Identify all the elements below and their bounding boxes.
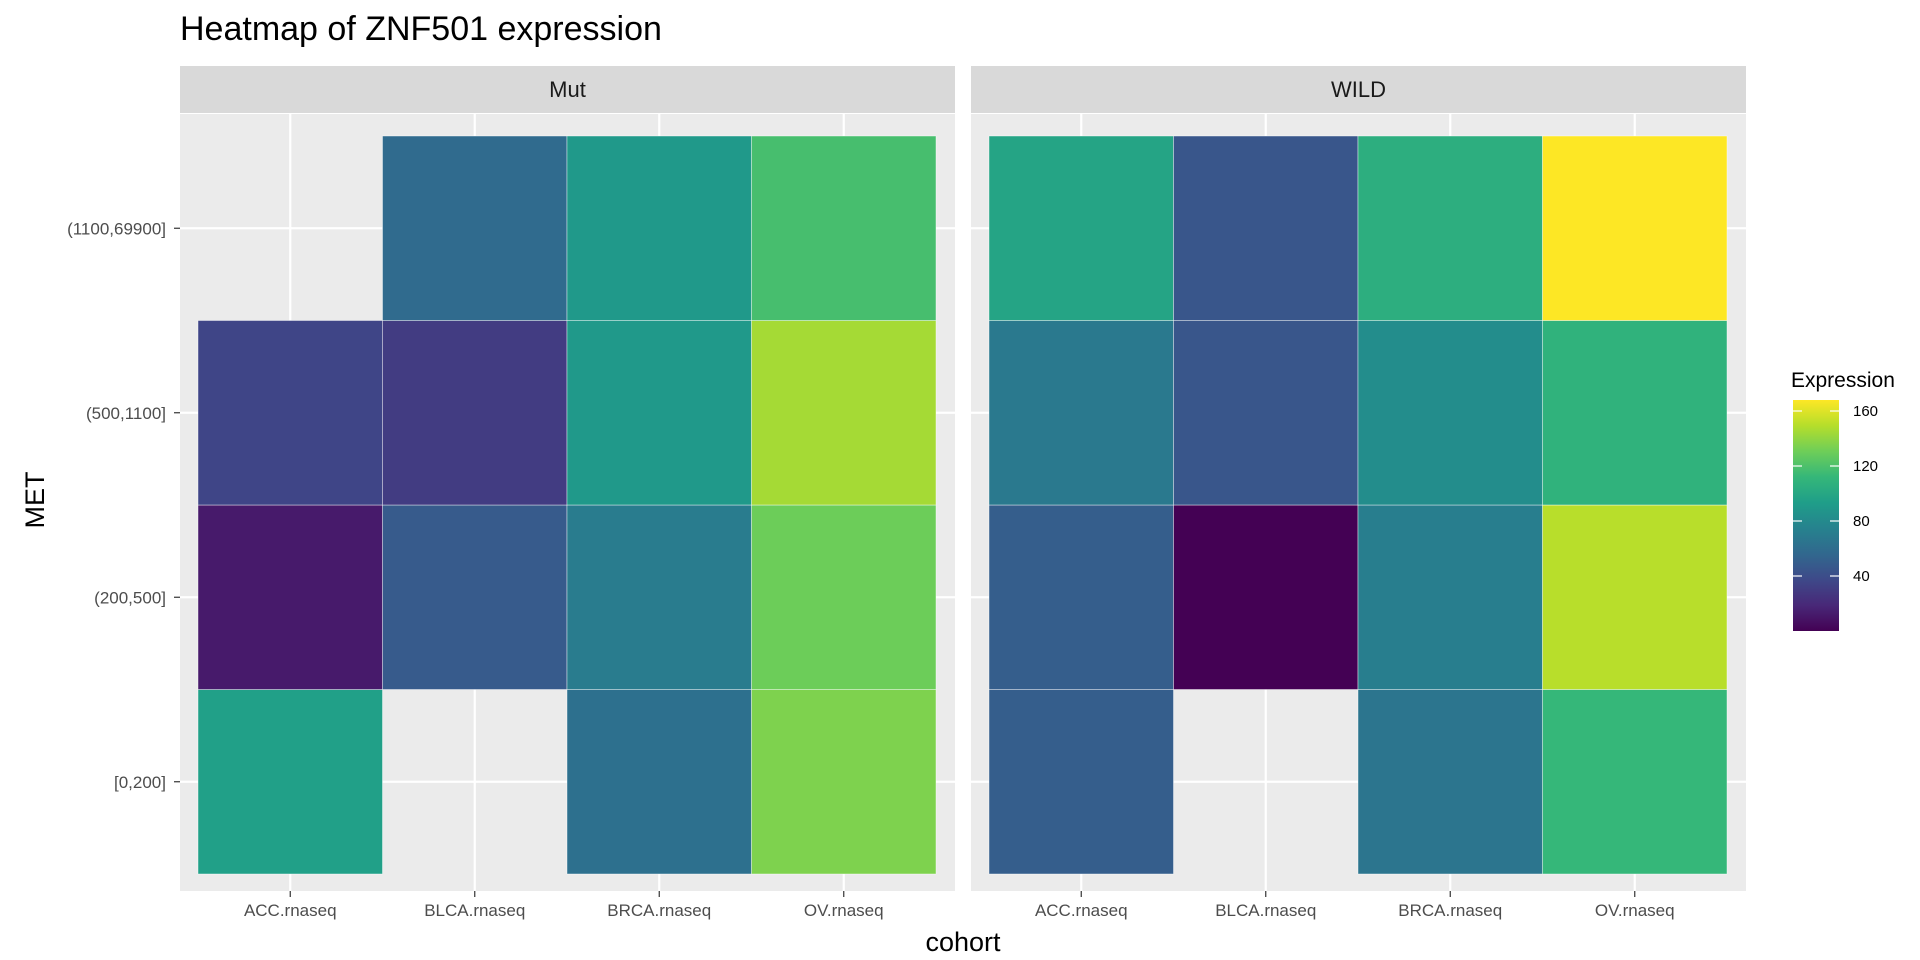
heatmap-tile [566,320,752,506]
heatmap-tile [197,689,383,875]
x-tick-label: BRCA.rnaseq [607,901,711,920]
facet-strip [180,66,955,113]
facet-panels: Mut ACC.rnaseq BLCA.rnaseq BRCA.rnaseq OV.rn… [180,66,1746,920]
legend-tick-label: 40 [1853,568,1870,585]
heatmap-tile [988,689,1174,875]
legend-tick-label: 160 [1853,403,1878,420]
facet-panel-wild: WILD ACC.rnaseq BLCA.rnaseq BRCA.rnaseq OV.r… [971,66,1746,920]
legend-title: Expression [1791,369,1895,392]
heatmap-tile [197,320,383,506]
heatmap-tile [566,504,752,690]
heatmap-tile [1357,689,1543,875]
y-tick-label: (200,500] [94,588,166,607]
legend-colorbar [1793,400,1839,631]
heatmap-tile [382,504,568,690]
facet-strip [971,66,1746,113]
y-axis-title: MET [20,472,50,529]
x-tick-label: OV.rnaseq [804,901,884,920]
heatmap-tile [988,320,1174,506]
heatmap-tile [1542,504,1728,690]
heatmap-tile [1357,320,1543,506]
color-legend: Expression 40 80 120 160 [1791,369,1895,631]
facet-panel-mut: Mut ACC.rnaseq BLCA.rnaseq BRCA.rnaseq OV.rn… [180,66,955,920]
heatmap-tile [382,320,568,506]
heatmap-tile [1357,135,1543,321]
heatmap-tile [382,135,568,321]
heatmap-tile [1173,320,1359,506]
x-tick-label: BLCA.rnaseq [424,901,525,920]
heatmap-tile [566,135,752,321]
chart-title: Heatmap of ZNF501 expression [180,10,662,48]
heatmap-tile [988,135,1174,321]
heatmap-tile [1173,504,1359,690]
facet-strip-label: WILD [1331,77,1386,102]
facet-strip-label: Mut [549,77,586,102]
heatmap-tile [1542,320,1728,506]
legend-tick-label: 80 [1853,513,1870,530]
y-tick-label: [0,200] [114,773,166,792]
heatmap-tile [566,689,752,875]
heatmap-tile [1173,135,1359,321]
y-tick-label: (500,1100] [86,404,166,423]
heatmap-tile [1542,135,1728,321]
heatmap-tile [1357,504,1543,690]
x-tick-label: BRCA.rnaseq [1398,901,1502,920]
heatmap-tile [751,689,937,875]
heatmap-tile [751,504,937,690]
y-axis: [0,200] (200,500] (500,1100] (1100,69900] [67,219,180,792]
heatmap-tile [751,135,937,321]
x-axis-title: cohort [925,927,1001,957]
legend-tick-label: 120 [1853,458,1878,475]
x-tick-label: ACC.rnaseq [244,901,337,920]
heatmap-tile [751,320,937,506]
x-tick-label: ACC.rnaseq [1035,901,1128,920]
heatmap-tile [1542,689,1728,875]
heatmap-tile [988,504,1174,690]
heatmap-tile [197,504,383,690]
x-tick-label: OV.rnaseq [1595,901,1675,920]
x-tick-label: BLCA.rnaseq [1215,901,1316,920]
y-tick-label: (1100,69900] [67,219,166,238]
legend-ticks: 40 80 120 160 [1793,403,1878,585]
